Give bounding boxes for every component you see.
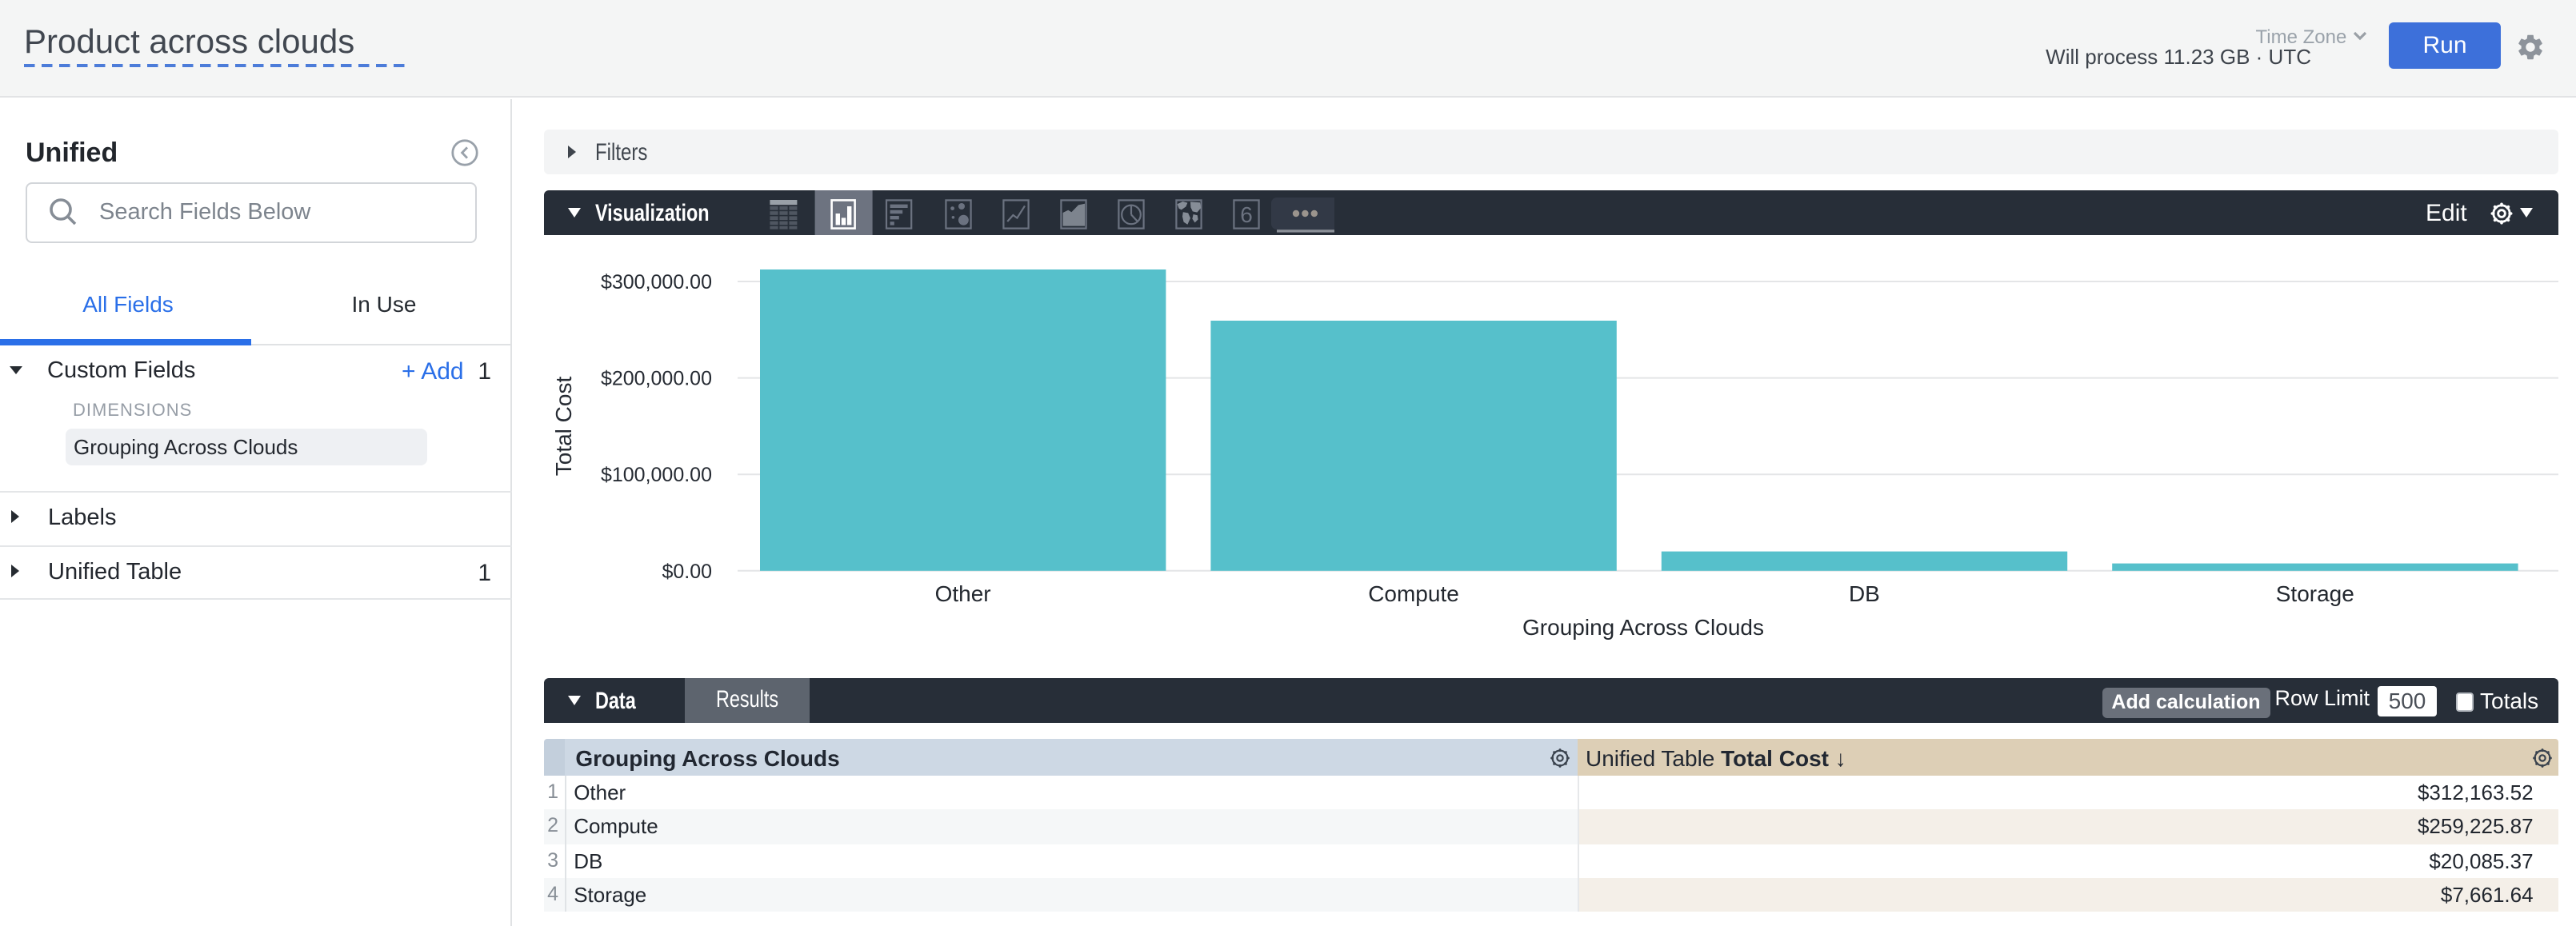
svg-text:DB: DB	[1849, 581, 1880, 606]
svg-text:$0.00: $0.00	[662, 561, 712, 583]
svg-text:Grouping Across Clouds: Grouping Across Clouds	[1522, 615, 1764, 640]
svg-text:Total Cost: Total Cost	[551, 377, 576, 477]
svg-text:$100,000.00: $100,000.00	[601, 464, 712, 486]
svg-text:Storage: Storage	[2276, 581, 2354, 606]
svg-text:Compute: Compute	[1368, 581, 1459, 606]
svg-text:$200,000.00: $200,000.00	[601, 368, 712, 390]
svg-text:Other: Other	[935, 581, 991, 606]
svg-text:6: 6	[1240, 202, 1253, 227]
svg-text:$300,000.00: $300,000.00	[601, 271, 712, 293]
